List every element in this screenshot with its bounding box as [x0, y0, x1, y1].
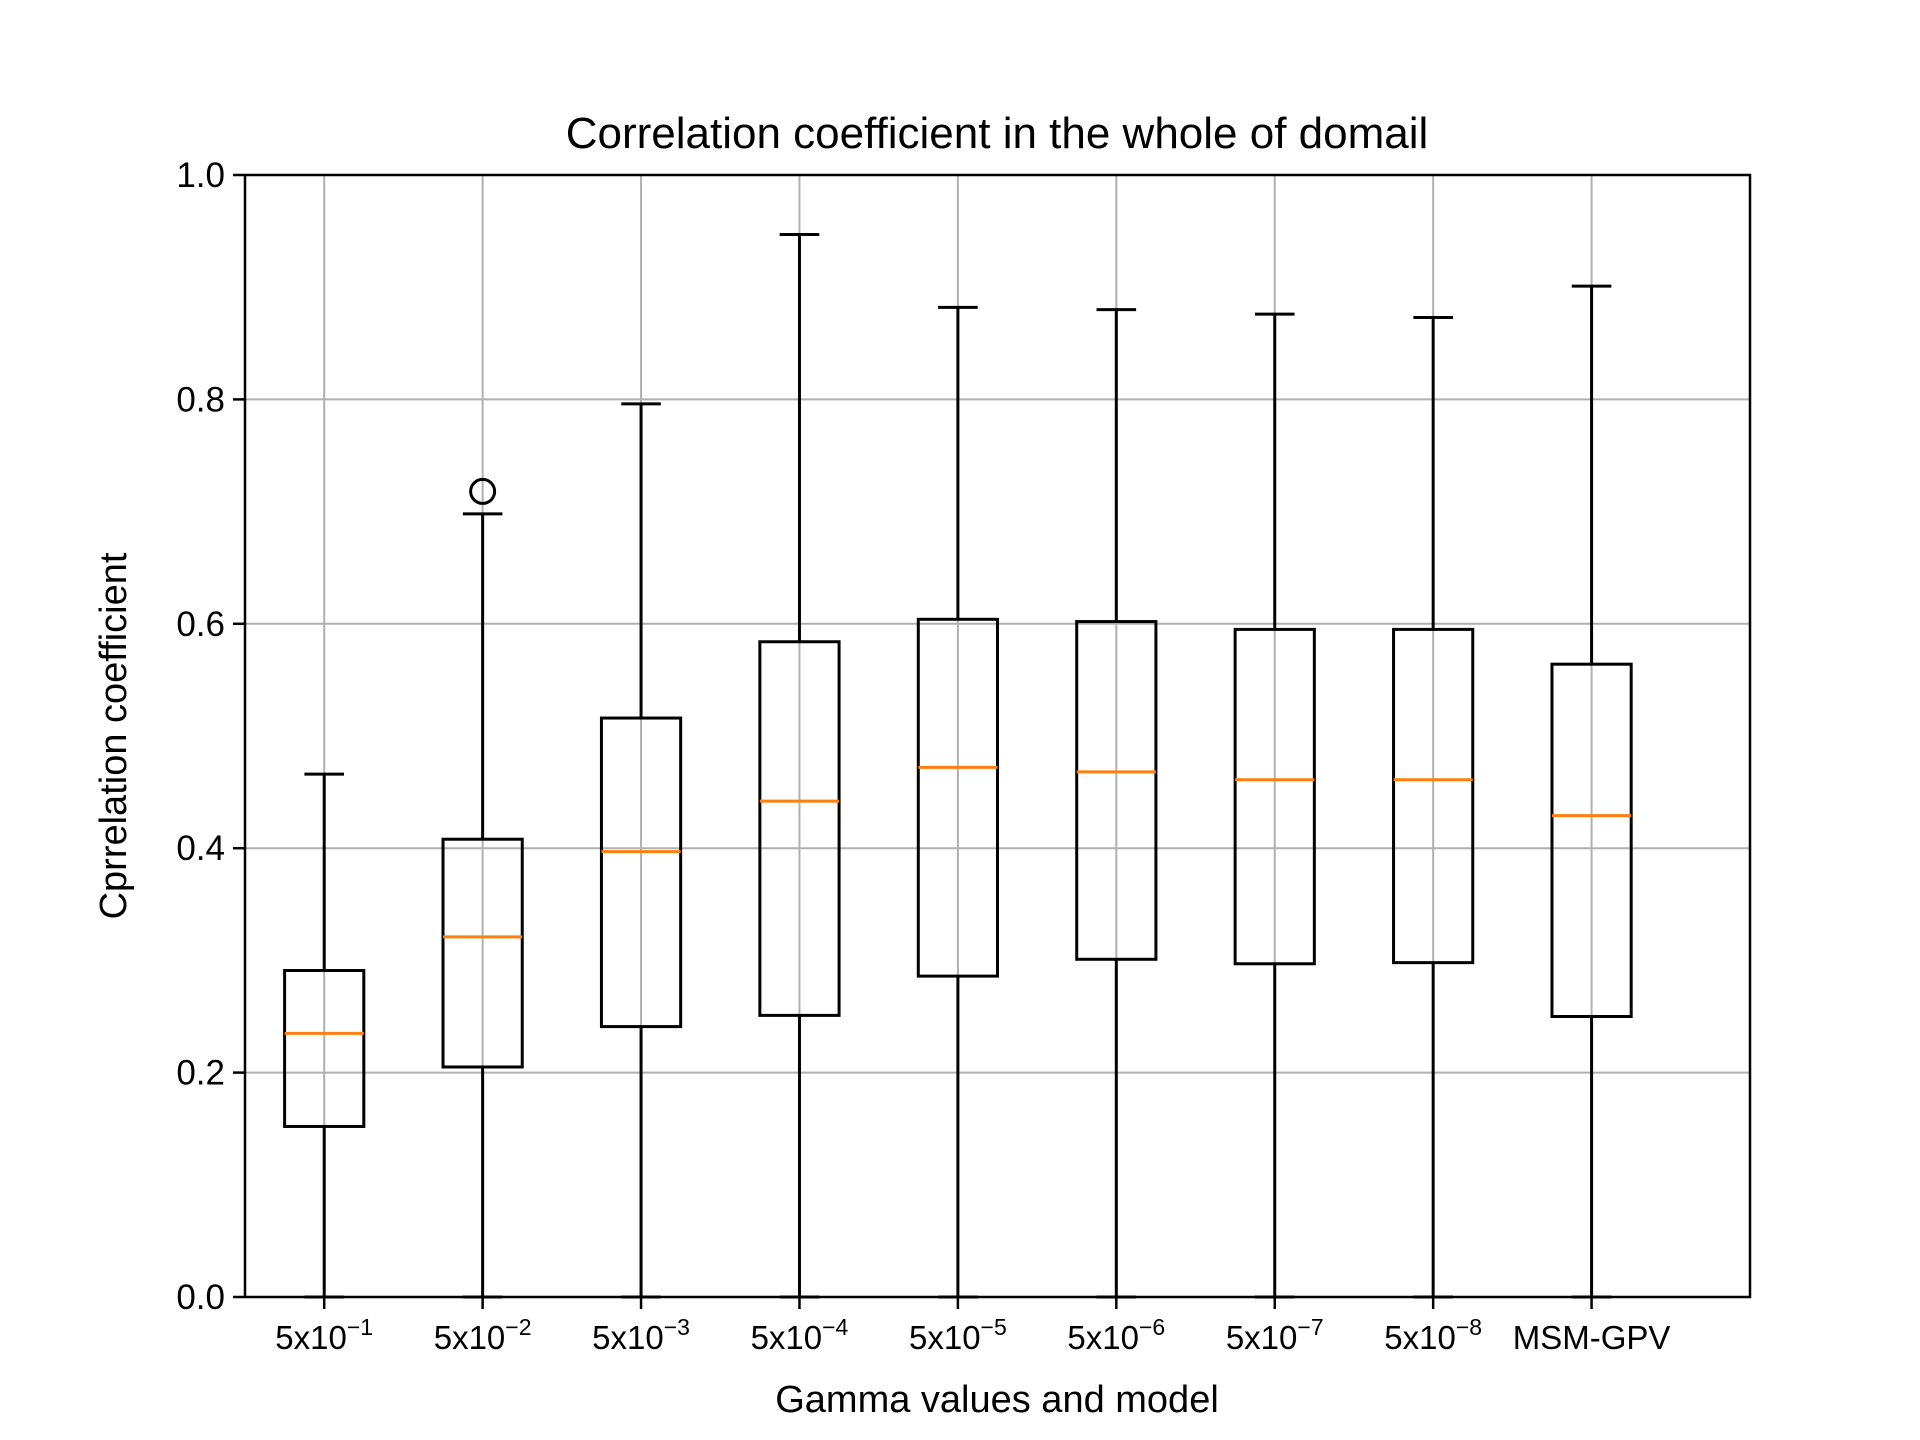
x-tick-label-exponent: −4: [822, 1314, 848, 1340]
x-tick-label: 5x10−5: [909, 1314, 1007, 1356]
x-tick-label-base: 5x10: [1384, 1319, 1456, 1356]
x-tick-label-base: 5x10: [751, 1319, 823, 1356]
x-tick-label: MSM-GPV: [1513, 1319, 1671, 1356]
outlier-point: [469, 477, 497, 505]
y-tick-label: 0.6: [176, 605, 225, 644]
box-group: [758, 232, 841, 1299]
y-tick-label: 0.8: [176, 380, 225, 419]
x-tick-label-base: 5x10: [592, 1319, 664, 1356]
y-tick-label: 1.0: [176, 156, 225, 195]
y-tick-label: 0.4: [176, 829, 225, 868]
x-tick-label: 5x10−4: [751, 1314, 849, 1356]
x-tick-label-exponent: −7: [1297, 1314, 1323, 1340]
x-tick-label: 5x10−7: [1226, 1314, 1324, 1356]
y-axis-label: Cprrelation coefficient: [93, 552, 135, 919]
x-tick-label-exponent: −1: [347, 1314, 373, 1340]
iqr-box: [758, 640, 841, 1017]
x-axis-ticks: 5x10−1 5x10−2 5x10−3 5x10−4 5x10−5 5x10−6 5x10…: [275, 1297, 1670, 1356]
x-tick-label: 5x10−6: [1067, 1314, 1165, 1356]
x-tick-label-base: MSM-GPV: [1513, 1319, 1671, 1356]
iqr-box: [916, 617, 1000, 978]
box-group: [916, 305, 1000, 1299]
x-tick-label-exponent: −5: [981, 1314, 1007, 1340]
iqr-box: [1392, 627, 1475, 965]
plot-frame: [243, 173, 1752, 1299]
x-tick-label: 5x10−8: [1384, 1314, 1482, 1356]
x-tick-label: 5x10−1: [275, 1314, 373, 1356]
iqr-box: [283, 968, 366, 1128]
y-tick-label: 0.0: [176, 1278, 225, 1317]
x-tick-label-base: 5x10: [1067, 1319, 1139, 1356]
x-tick-label-exponent: −6: [1139, 1314, 1165, 1340]
x-tick-label-exponent: −2: [505, 1314, 531, 1340]
y-tick-label: 0.2: [176, 1054, 225, 1093]
iqr-box: [1550, 662, 1633, 1019]
box-group: [1233, 312, 1316, 1299]
x-tick-label-base: 5x10: [909, 1319, 981, 1356]
x-tick-label: 5x10−2: [434, 1314, 532, 1356]
x-axis-label: Gamma values and model: [775, 1379, 1219, 1421]
iqr-box: [599, 716, 683, 1029]
x-tick-label-base: 5x10: [434, 1319, 506, 1356]
x-tick-label-exponent: −3: [664, 1314, 690, 1340]
x-tick-label-base: 5x10: [1226, 1319, 1298, 1356]
box-group: [599, 402, 683, 1299]
y-axis-ticks: 0.0 0.2 0.4 0.6 0.8 1.0: [176, 156, 245, 1317]
iqr-box: [1075, 620, 1158, 961]
x-tick-label: 5x10−3: [592, 1314, 690, 1356]
chart-title: Correlation coefficient in the whole of …: [566, 109, 1429, 158]
x-tick-label-exponent: −8: [1456, 1314, 1482, 1340]
iqr-box: [1233, 627, 1316, 966]
box-group: [1392, 315, 1475, 1299]
iqr-box: [441, 837, 524, 1069]
x-tick-label-base: 5x10: [275, 1319, 347, 1356]
